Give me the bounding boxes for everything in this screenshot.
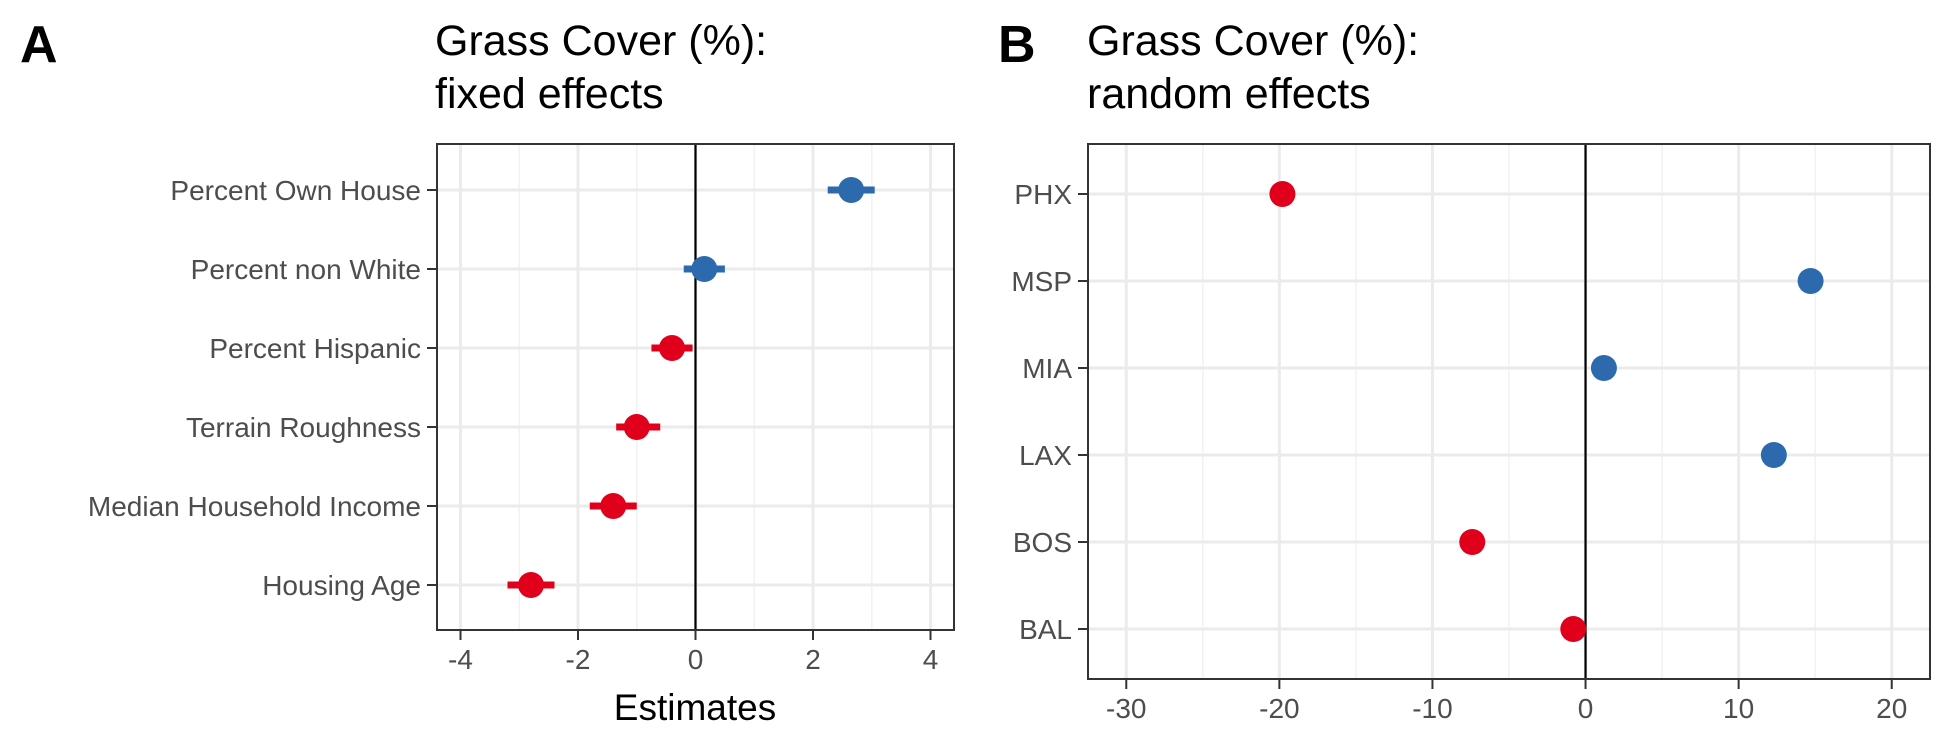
panel-a-subtitle: fixed effects (435, 70, 664, 118)
panel-b-x-tick-label: 20 (1876, 693, 1907, 724)
panel-a-x-tick-label: 2 (805, 644, 821, 675)
panel-a-y-tick-label: Percent Hispanic (209, 333, 421, 364)
panel-b: B Grass Cover (%): random effects PHX MSP… (998, 16, 1931, 724)
panel-b-title: Grass Cover (%): (1087, 17, 1419, 65)
panel-a-y-tick-label: Percent non White (191, 254, 421, 285)
panel-b-grid (1088, 144, 1930, 679)
panel-b-marks (1269, 181, 1824, 642)
panel-a-point (691, 256, 718, 282)
panel-a-point (838, 177, 865, 203)
panel-a-axes: Percent Own House Percent non White Percen… (88, 175, 938, 675)
panel-a-title: Grass Cover (%): (435, 17, 767, 65)
panel-a-x-tick-label: 0 (688, 644, 704, 675)
panel-a-y-tick-label: Median Household Income (88, 491, 421, 522)
panel-a-x-tick-label: -2 (566, 644, 591, 675)
panel-b-x-tick-label: 0 (1578, 693, 1594, 724)
panel-a-x-tick-label: 4 (923, 644, 939, 675)
panel-a-point (518, 572, 544, 598)
panel-b-subtitle: random effects (1087, 70, 1371, 118)
panel-a: A Grass Cover (%): fixed effects Percent… (20, 16, 955, 728)
panel-a-point (600, 493, 627, 519)
panel-a-letter: A (20, 16, 58, 74)
panel-b-point (1269, 181, 1296, 207)
panel-b-point (1760, 442, 1787, 468)
panel-a-x-tick-label: -4 (448, 644, 473, 675)
panel-b-y-tick-label: BOS (1013, 527, 1072, 558)
panel-b-x-tick-label: -30 (1106, 693, 1146, 724)
panel-a-x-axis-label: Estimates (614, 687, 776, 728)
panel-b-axes: PHX MSP MIA LAX BOS BAL -30 -20 -10 0 10 20 (1011, 179, 1907, 724)
panel-a-point (623, 414, 650, 440)
panel-b-y-tick-label: PHX (1014, 179, 1072, 210)
panel-b-y-tick-label: MIA (1022, 353, 1072, 384)
panel-a-y-tick-label: Terrain Roughness (186, 412, 421, 443)
panel-b-x-tick-label: 10 (1723, 693, 1754, 724)
panel-b-point (1560, 616, 1587, 642)
panel-b-letter: B (998, 16, 1036, 74)
panel-a-marks (507, 177, 875, 598)
panel-a-point (659, 335, 685, 361)
panel-b-x-tick-label: -10 (1412, 693, 1452, 724)
panel-b-x-tick-label: -20 (1259, 693, 1299, 724)
panel-b-point (1459, 529, 1486, 555)
panel-b-point (1590, 355, 1617, 381)
panel-a-y-tick-label: Percent Own House (170, 175, 421, 206)
panel-b-y-tick-label: LAX (1019, 440, 1072, 471)
panel-b-y-tick-label: MSP (1011, 266, 1072, 297)
panel-a-grid (437, 144, 954, 630)
panel-b-y-tick-label: BAL (1019, 614, 1072, 645)
panel-b-point (1797, 268, 1824, 294)
panel-b-border (1087, 143, 1931, 680)
panel-a-y-tick-label: Housing Age (262, 570, 421, 601)
